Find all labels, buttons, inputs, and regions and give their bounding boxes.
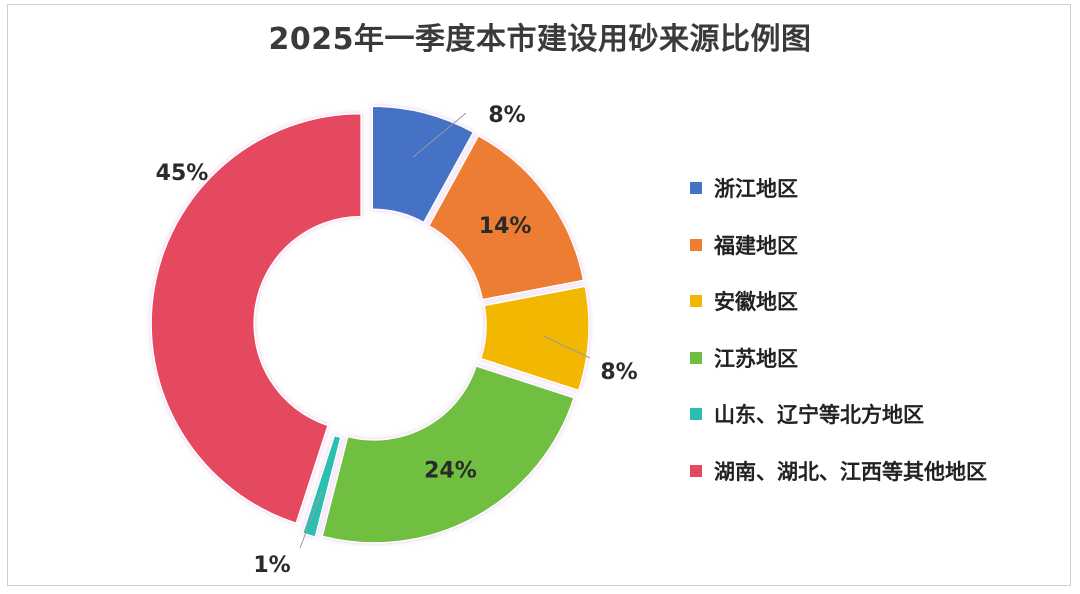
- legend-item-3: 安徽地区: [690, 273, 987, 330]
- donut-slice-3: [479, 285, 590, 392]
- leader-line-5: [299, 491, 323, 549]
- data-label-6: 45%: [156, 161, 209, 186]
- data-label-5: 1%: [253, 553, 290, 578]
- leader-line-1: [412, 112, 467, 158]
- legend-swatch: [690, 295, 702, 308]
- data-label-4: 24%: [424, 458, 477, 483]
- data-label-2: 14%: [479, 214, 532, 239]
- legend-swatch: [690, 464, 702, 477]
- legend-item-4: 江苏地区: [690, 330, 987, 387]
- legend-item-1: 浙江地区: [690, 160, 987, 217]
- legend-label: 湖南、湖北、江西等其他地区: [714, 459, 987, 484]
- legend-swatch: [690, 182, 702, 195]
- legend-label: 浙江地区: [714, 177, 798, 202]
- legend-label: 安徽地区: [714, 290, 798, 315]
- legend-label: 福建地区: [714, 233, 798, 258]
- leader-line-3: [542, 335, 591, 359]
- donut-slice-1: [371, 105, 475, 224]
- donut-slice-5: [301, 434, 342, 538]
- donut-slice-4: [321, 365, 576, 544]
- legend-item-5: 山东、辽宁等北方地区: [690, 386, 987, 443]
- data-label-1: 8%: [488, 103, 525, 128]
- legend-swatch: [690, 351, 702, 364]
- data-label-3: 8%: [600, 360, 637, 385]
- legend-item-6: 湖南、湖北、江西等其他地区: [690, 443, 987, 500]
- donut-slice-2: [427, 134, 585, 301]
- legend: 浙江地区福建地区安徽地区江苏地区山东、辽宁等北方地区湖南、湖北、江西等其他地区: [690, 160, 987, 499]
- legend-item-2: 福建地区: [690, 217, 987, 274]
- legend-swatch: [690, 238, 702, 251]
- legend-label: 山东、辽宁等北方地区: [714, 403, 924, 428]
- donut-slice-6: [150, 112, 362, 525]
- chart-title: 2025年一季度本市建设用砂来源比例图: [268, 22, 812, 57]
- legend-label: 江苏地区: [714, 346, 798, 371]
- legend-swatch: [690, 408, 702, 421]
